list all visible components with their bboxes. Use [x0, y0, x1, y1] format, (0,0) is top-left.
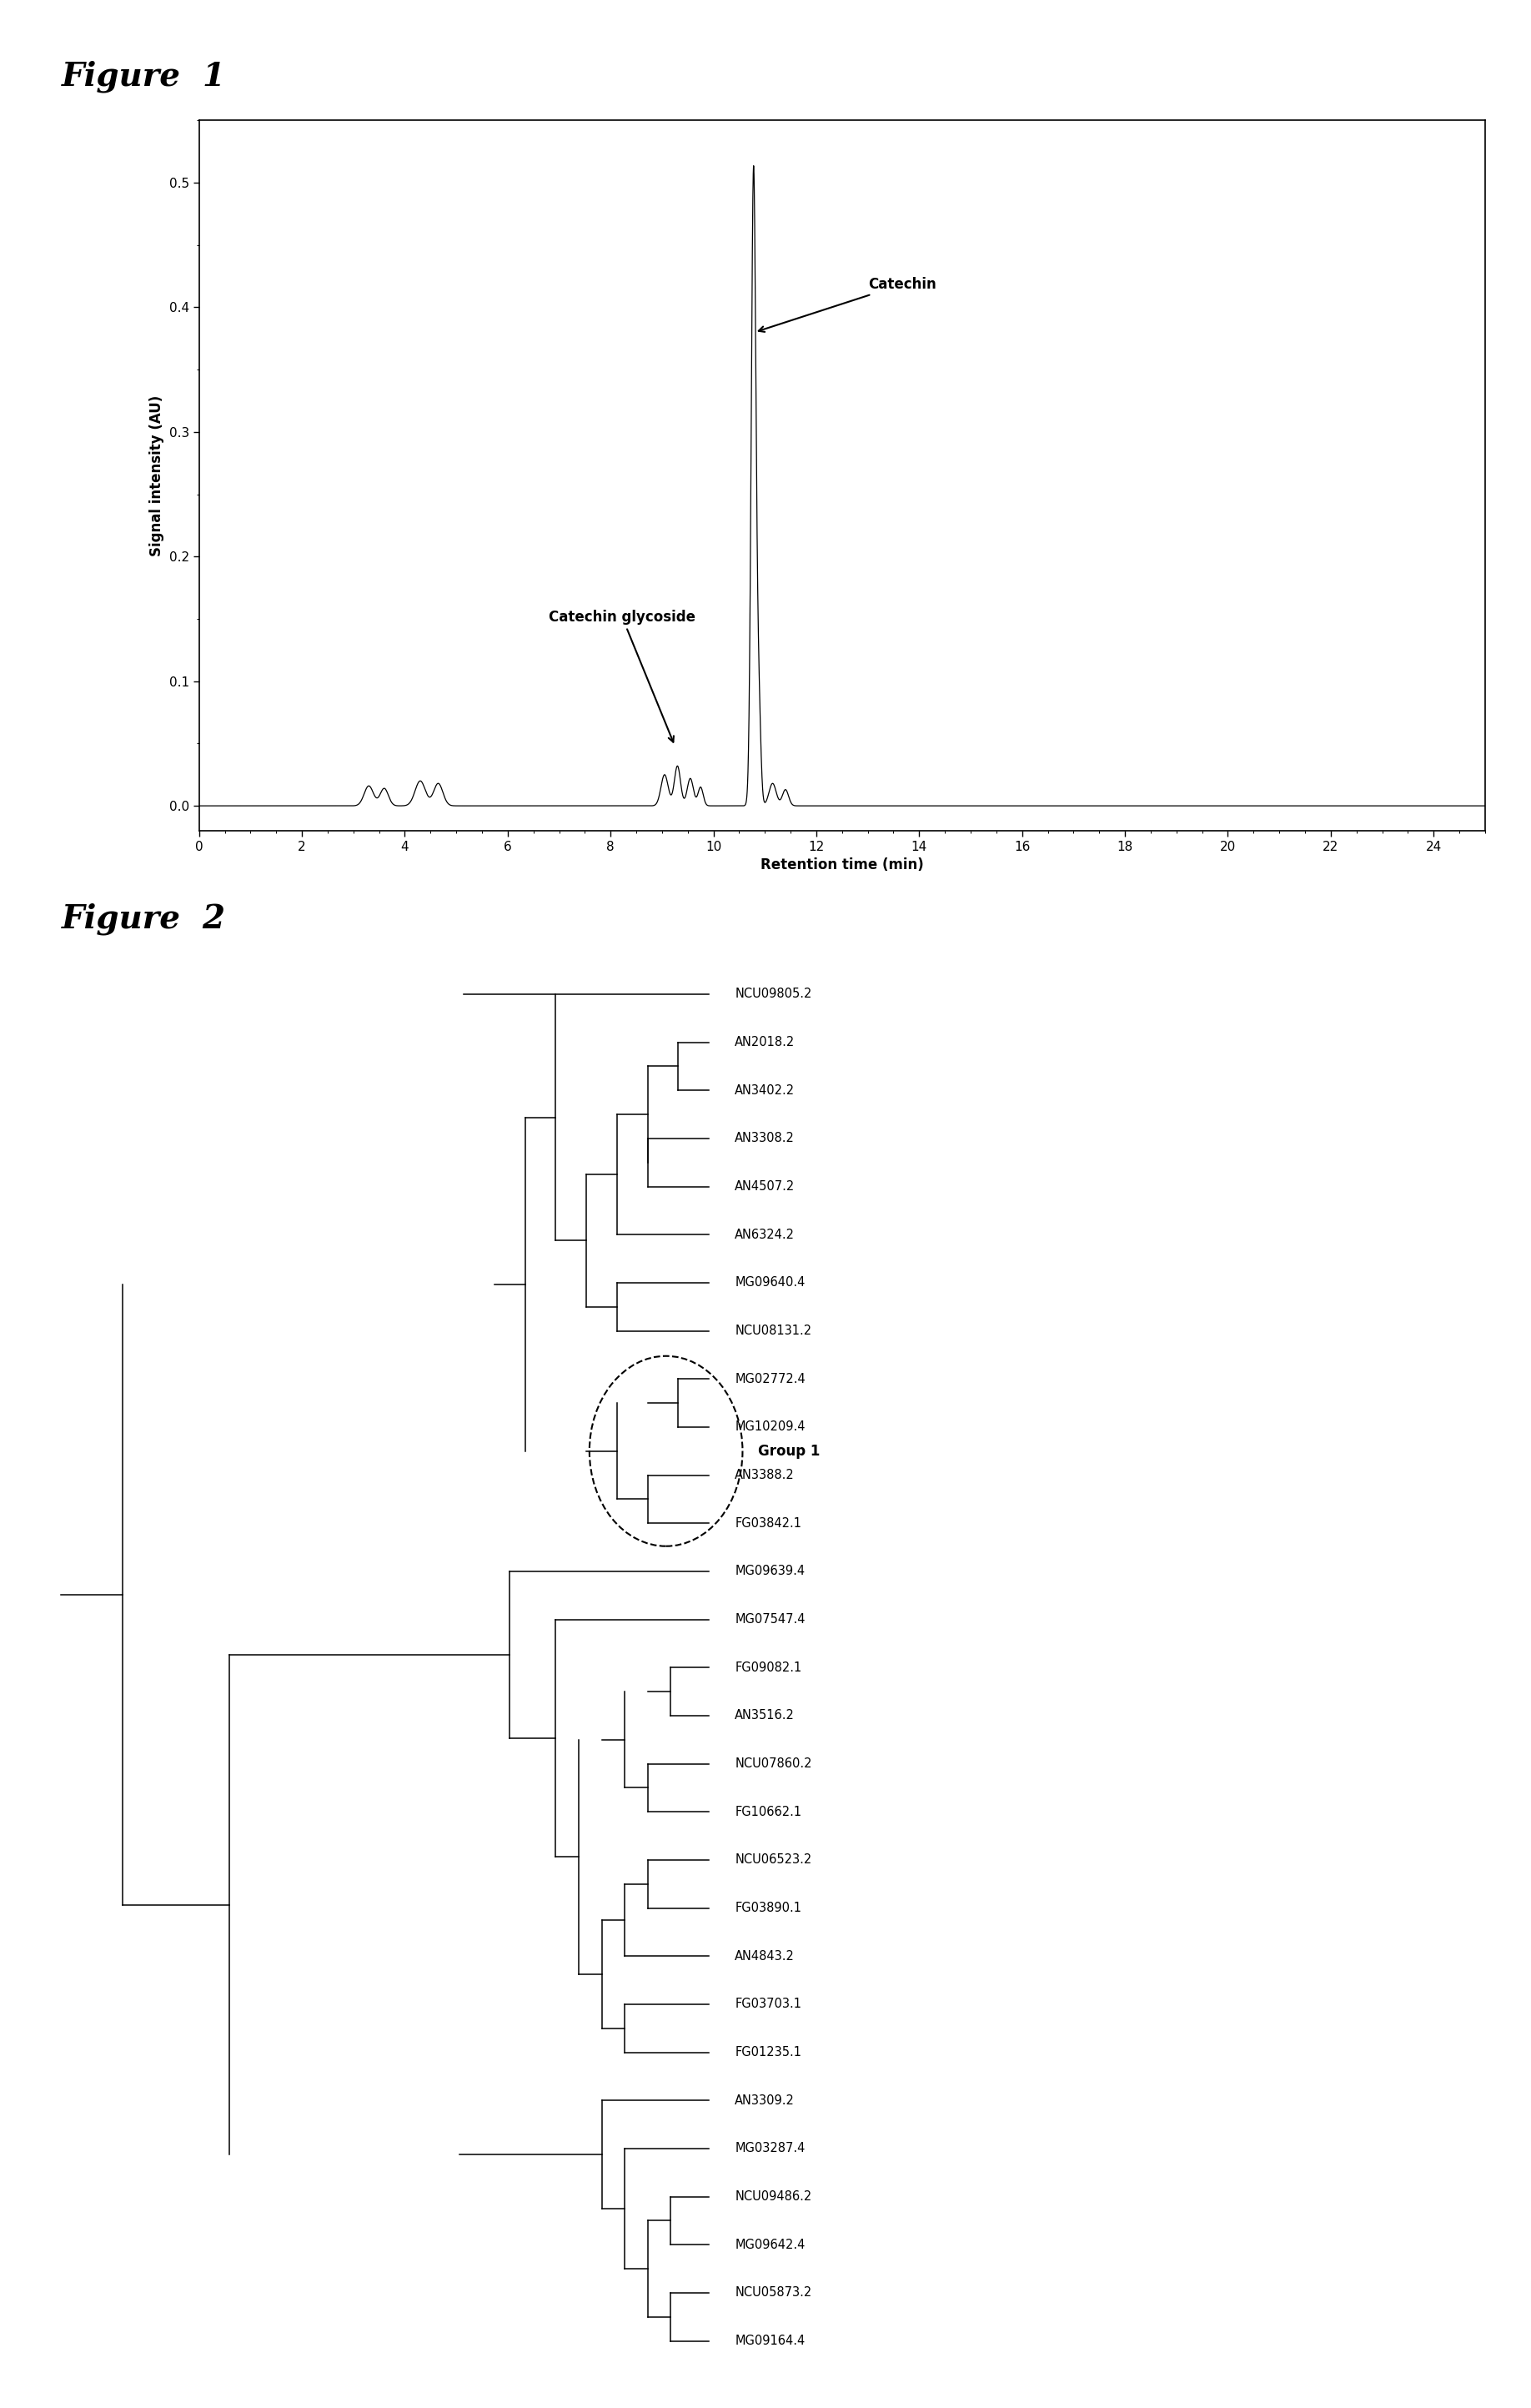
Text: NCU08131.2: NCU08131.2	[735, 1324, 811, 1336]
Text: MG09642.4: MG09642.4	[735, 2239, 805, 2251]
Text: MG09639.4: MG09639.4	[735, 1565, 805, 1577]
Text: AN3309.2: AN3309.2	[735, 2095, 795, 2107]
Text: AN2018.2: AN2018.2	[735, 1035, 795, 1047]
Text: AN3402.2: AN3402.2	[735, 1084, 795, 1096]
Text: MG09164.4: MG09164.4	[735, 2336, 805, 2348]
Text: NCU06523.2: NCU06523.2	[735, 1854, 811, 1866]
Text: NCU09486.2: NCU09486.2	[735, 2191, 811, 2203]
Text: NCU07860.2: NCU07860.2	[735, 1758, 811, 1770]
Text: FG01235.1: FG01235.1	[735, 2047, 802, 2059]
Text: MG03287.4: MG03287.4	[735, 2143, 805, 2155]
Text: Group 1: Group 1	[758, 1442, 821, 1459]
Text: FG09082.1: FG09082.1	[735, 1662, 802, 1674]
Text: MG10209.4: MG10209.4	[735, 1421, 805, 1433]
Text: FG03890.1: FG03890.1	[735, 1902, 802, 1914]
Text: Catechin glycoside: Catechin glycoside	[548, 609, 695, 742]
Text: FG03703.1: FG03703.1	[735, 1999, 802, 2011]
X-axis label: Retention time (min): Retention time (min)	[761, 857, 923, 872]
Text: AN3308.2: AN3308.2	[735, 1132, 795, 1144]
Text: MG07547.4: MG07547.4	[735, 1613, 805, 1625]
Text: AN4843.2: AN4843.2	[735, 1950, 795, 1963]
Text: AN3516.2: AN3516.2	[735, 1710, 795, 1722]
Text: NCU05873.2: NCU05873.2	[735, 2288, 811, 2300]
Text: Catechin: Catechin	[759, 277, 935, 332]
Text: MG02772.4: MG02772.4	[735, 1373, 805, 1385]
Text: AN3388.2: AN3388.2	[735, 1469, 795, 1481]
Text: Figure  1: Figure 1	[61, 60, 225, 92]
Text: FG10662.1: FG10662.1	[735, 1806, 802, 1818]
Text: NCU09805.2: NCU09805.2	[735, 987, 811, 999]
Text: AN6324.2: AN6324.2	[735, 1228, 795, 1240]
Text: FG03842.1: FG03842.1	[735, 1517, 802, 1529]
Text: AN4507.2: AN4507.2	[735, 1180, 795, 1192]
Text: MG09640.4: MG09640.4	[735, 1276, 805, 1288]
Text: Figure  2: Figure 2	[61, 903, 225, 934]
Y-axis label: Signal intensity (AU): Signal intensity (AU)	[150, 395, 164, 556]
